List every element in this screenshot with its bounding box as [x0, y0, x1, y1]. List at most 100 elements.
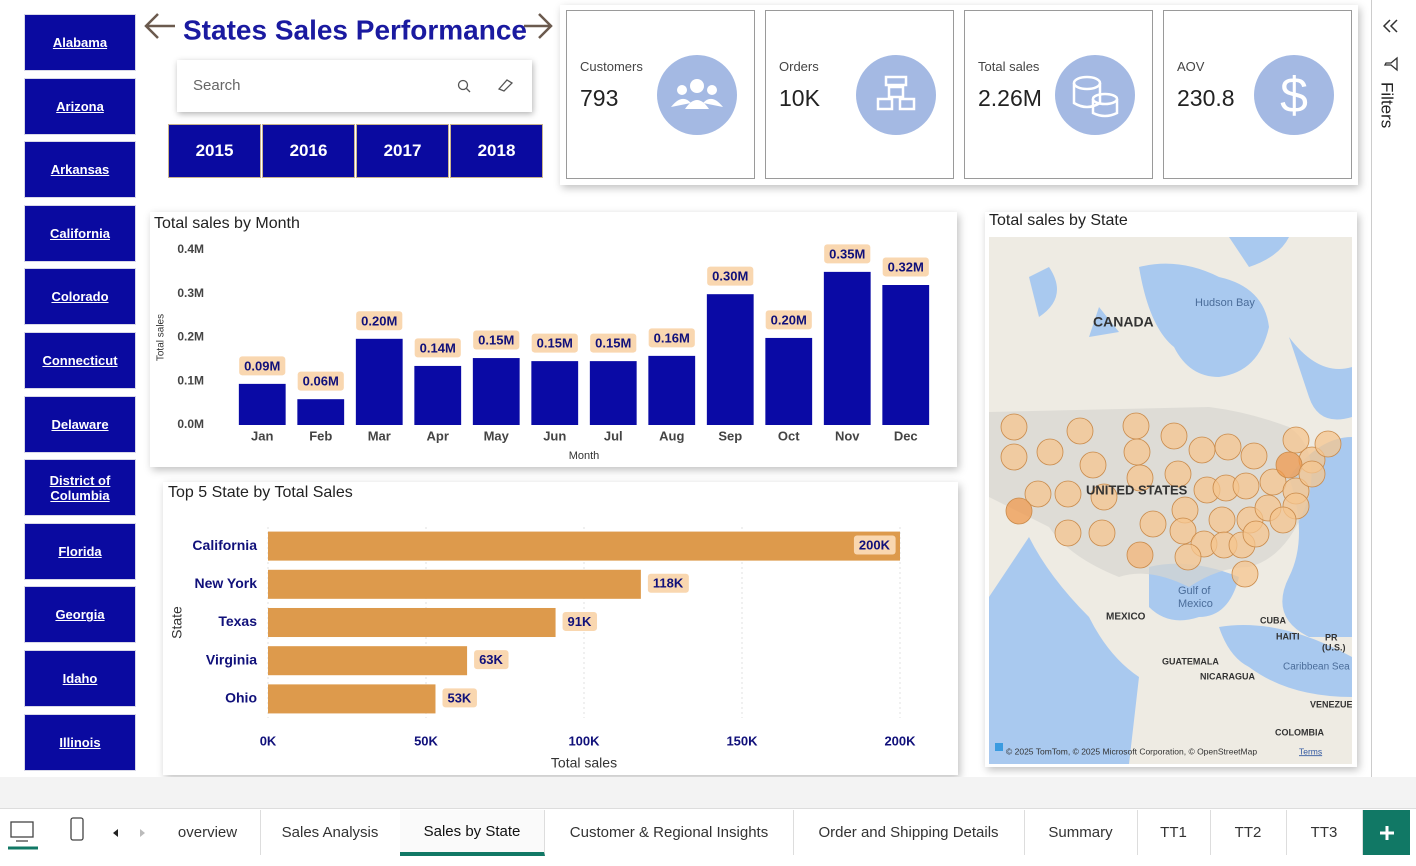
filters-pane[interactable]: Filters	[1378, 14, 1408, 144]
page-tab[interactable]: Sales Analysis	[260, 810, 401, 855]
y-tick-label: 0.0M	[177, 417, 204, 431]
bar	[414, 365, 462, 425]
state-bubble[interactable]	[1242, 520, 1270, 548]
back-arrow[interactable]	[144, 13, 175, 39]
state-bubble[interactable]	[1126, 541, 1154, 569]
kpi-label: Customers	[580, 59, 643, 74]
bar	[355, 338, 403, 425]
state-bubble[interactable]	[1275, 451, 1303, 479]
y-tick-label: 0.4M	[177, 242, 204, 256]
year-button[interactable]: 2015	[168, 124, 261, 178]
value-label-bg	[474, 650, 509, 670]
state-button[interactable]: Florida	[24, 522, 136, 580]
x-tick-label: Nov	[835, 428, 860, 443]
value-label-bg	[562, 611, 598, 631]
state-bubble[interactable]	[1169, 517, 1197, 545]
page-tab[interactable]: Sales by State	[400, 810, 545, 856]
x-tick-label: 50K	[414, 733, 438, 748]
page-tab[interactable]: Order and Shipping Details	[793, 810, 1025, 855]
state-bubble[interactable]	[1000, 413, 1028, 441]
state-button[interactable]: Arkansas	[24, 141, 136, 199]
year-button[interactable]: 2016	[262, 124, 355, 178]
tab-bar	[0, 808, 1416, 866]
state-bubble[interactable]	[1174, 543, 1202, 571]
state-bubble[interactable]	[1282, 426, 1310, 454]
state-bubble[interactable]	[1164, 460, 1192, 488]
state-bubble[interactable]	[1232, 472, 1260, 500]
value-label-bg	[648, 328, 695, 348]
state-bubble[interactable]	[1314, 430, 1342, 458]
state-bubble[interactable]	[1231, 560, 1259, 588]
state-button[interactable]: Arizona	[24, 77, 136, 135]
year-button[interactable]: 2017	[356, 124, 449, 178]
state-bubble[interactable]	[1005, 497, 1033, 525]
value-label-bg	[356, 311, 403, 331]
state-button[interactable]: California	[24, 204, 136, 262]
state-bubble[interactable]	[1090, 483, 1118, 511]
state-bubbles	[1000, 412, 1342, 588]
page-tab[interactable]: TT3	[1286, 810, 1363, 855]
page-tab[interactable]: TT1	[1137, 810, 1211, 855]
state-bubble[interactable]	[1139, 510, 1167, 538]
state-bubble[interactable]	[1054, 480, 1082, 508]
bar	[297, 399, 345, 425]
view-controls[interactable]	[0, 812, 155, 856]
state-bubble[interactable]	[1036, 438, 1064, 466]
state-button[interactable]: Connecticut	[24, 332, 136, 389]
y-tick-label: Texas	[218, 613, 257, 629]
header: States Sales Performance	[144, 13, 553, 45]
y-tick-label: 0.2M	[177, 330, 204, 344]
kpi-icon	[1055, 55, 1135, 135]
state-button[interactable]: Georgia	[24, 586, 136, 644]
value-label-bg	[853, 535, 896, 555]
y-tick-label: Virginia	[206, 651, 257, 667]
state-bubble[interactable]	[1160, 422, 1188, 450]
state-bubble[interactable]	[1066, 417, 1094, 445]
forward-arrow[interactable]	[524, 13, 553, 39]
y-tick-label: California	[192, 537, 257, 553]
page-tab[interactable]: TT2	[1210, 810, 1287, 855]
state-bubble[interactable]	[1126, 464, 1154, 492]
x-tick-label: Jan	[251, 428, 273, 443]
state-bubble[interactable]	[1079, 451, 1107, 479]
value-label: 0.20M	[361, 313, 397, 328]
map-terms[interactable]: Terms	[1299, 746, 1322, 756]
state-bubble[interactable]	[1122, 412, 1150, 440]
state-bubble[interactable]	[1188, 436, 1216, 464]
state-button[interactable]: Illinois	[24, 713, 136, 771]
state-button[interactable]: Colorado	[24, 268, 136, 326]
state-button[interactable]: District of Columbia	[24, 459, 136, 517]
page-tab[interactable]: Summary	[1024, 810, 1138, 855]
state-bubble[interactable]	[1123, 438, 1151, 466]
state-bubble[interactable]	[1208, 506, 1236, 534]
state-bubble[interactable]	[1054, 519, 1082, 547]
bar	[882, 285, 930, 425]
year-button[interactable]: 2018	[450, 124, 543, 178]
value-label: 0.20M	[771, 312, 807, 327]
value-label-bg	[239, 356, 286, 376]
page-title: States Sales Performance	[183, 14, 527, 45]
x-tick-label: Sep	[718, 428, 742, 443]
state-bubble[interactable]	[1240, 442, 1268, 470]
add-page[interactable]	[1363, 810, 1410, 855]
state-bubble[interactable]	[1269, 506, 1297, 534]
value-label: 0.09M	[244, 358, 280, 373]
search-box[interactable]: Search	[177, 60, 532, 112]
page-tab[interactable]: overview	[155, 810, 261, 855]
value-label: 53K	[447, 690, 471, 705]
x-tick-label: Mar	[368, 428, 391, 443]
state-button[interactable]: Alabama	[24, 14, 136, 71]
state-chart: Top 5 State by Total Sales 0K 50K 100K 150K 2…	[168, 484, 916, 770]
state-bubble[interactable]	[1024, 480, 1052, 508]
bar	[472, 358, 520, 425]
state-button[interactable]: Delaware	[24, 395, 136, 453]
state-bubble[interactable]	[1298, 460, 1326, 488]
state-bubble[interactable]	[1088, 519, 1116, 547]
state-bubble[interactable]	[1000, 443, 1028, 471]
state-button[interactable]: Idaho	[24, 650, 136, 707]
state-bubble[interactable]	[1214, 433, 1242, 461]
bar	[238, 383, 286, 425]
state-bubble[interactable]	[1259, 468, 1287, 496]
page-tab[interactable]: Customer & Regional Insights	[545, 810, 794, 855]
